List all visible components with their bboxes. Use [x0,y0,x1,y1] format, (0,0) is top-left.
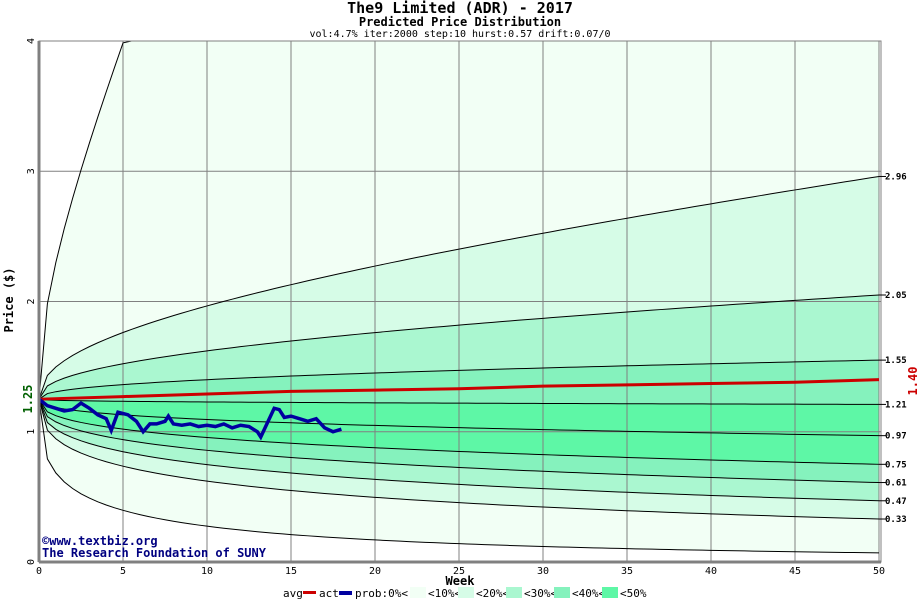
percentile-line [38,398,880,437]
x-tick-label: 40 [705,566,717,577]
percentile-end-label: 1.55 [885,356,907,366]
percentile-line [38,398,880,405]
x-tick-label: 30 [537,566,549,577]
percentile-lines [38,40,880,554]
y-tick-label: 0 [26,559,37,565]
percentile-line [38,399,880,554]
percentile-line [38,175,880,400]
legend-band-label: <40%< [572,587,605,600]
y-tick-label: 4 [26,38,37,44]
legend-act-swatch [339,591,352,595]
start-price-label: 1.25 [21,385,35,414]
percentile-end-label: 2.96 [885,172,907,182]
percentile-line [38,294,880,400]
legend-band-label: <50% [620,587,647,600]
percentile-line [38,359,880,400]
x-tick-label: 15 [285,566,297,577]
y-tick-label: 2 [26,298,37,304]
percentile-end-label: 1.21 [885,400,907,410]
legend-band-swatch [554,587,570,598]
x-tick-label: 50 [873,566,885,577]
percentile-line [38,399,880,502]
legend-avg-label: avg [283,587,303,600]
avg-end-label: 1.40 [906,367,920,396]
percentile-line [38,399,880,520]
percentile-end-labels: 2.96 2.05 1.55 1.21 0.97 0.75 0.61 0.47 0.33 [879,172,907,525]
legend-band-label: <10%< [428,587,461,600]
x-tick-label: 10 [201,566,213,577]
chart-title: The9 Limited (ADR) - 2017 [347,0,573,17]
y-tick-label: 1 [26,429,37,435]
avg-series-line [38,378,880,401]
legend-act-label: act [319,587,339,600]
actual-series-line [37,397,342,441]
percentile-end-label: 0.97 [885,432,907,442]
y-axis-label: Price ($) [2,267,16,332]
legend-band-swatch [602,587,618,598]
legend-avg-swatch [303,591,316,594]
percentile-line [38,398,880,465]
legend-band-swatch [410,587,426,598]
percentile-end-label: 0.75 [885,460,907,470]
copyright-text: ©www.textbiz.org [42,534,158,548]
percentile-end-label: 0.61 [885,479,907,489]
x-axis-label: Week [446,574,476,588]
x-tick-label: 25 [453,566,465,577]
probability-band [39,399,879,483]
legend-band-swatch [458,587,474,598]
percentile-line [38,398,880,484]
legend-band-label: <30%< [524,587,557,600]
x-tick-label: 20 [369,566,381,577]
chart-subtitle: Predicted Price Distribution [359,15,561,29]
legend-prob-label: prob:0%< [355,587,408,600]
chart-params: vol:4.7% iter:2000 step:10 hurst:0.57 dr… [309,29,610,40]
x-tick-label: 0 [36,566,42,577]
legend-band-label: <20%< [476,587,509,600]
x-tick-label: 45 [789,566,801,577]
tick-labels: 0 5 10 15 20 25 30 35 40 45 50 0 1 2 3 4 [26,38,885,577]
legend-band-swatch [506,587,522,598]
percentile-end-label: 0.33 [885,515,907,525]
legend: avg act prob:0%< <10%< <20%< <30%< <40%< <50% [283,587,647,600]
percentile-end-label: 2.05 [885,291,907,301]
y-tick-label: 3 [26,168,37,174]
probability-band [39,399,879,553]
percentile-end-label: 0.47 [885,497,907,507]
x-tick-label: 5 [120,566,126,577]
organization-text: The Research Foundation of SUNY [42,546,267,560]
x-tick-label: 35 [621,566,633,577]
